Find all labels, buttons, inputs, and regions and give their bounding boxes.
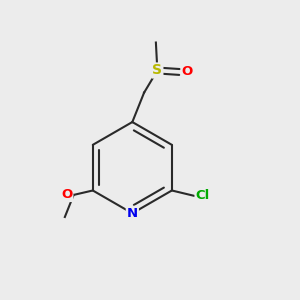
Text: Cl: Cl [195, 189, 209, 202]
Text: O: O [181, 65, 193, 79]
Text: N: N [127, 207, 138, 220]
Text: O: O [61, 188, 73, 201]
Text: S: S [152, 64, 162, 77]
